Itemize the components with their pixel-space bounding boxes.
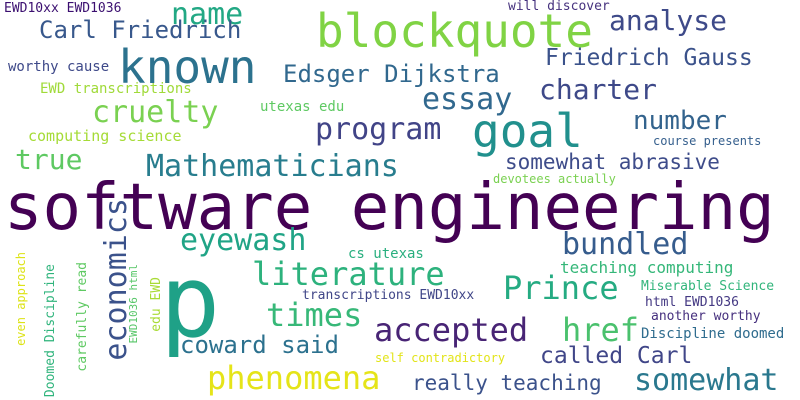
word-miserable-science: Miserable Science — [641, 279, 775, 294]
word-carl-friedrich: Carl Friedrich — [39, 16, 242, 44]
word-literature: literature — [252, 255, 445, 293]
word-eyewash: eyewash — [180, 223, 307, 258]
word-worthy-cause: worthy cause — [8, 59, 110, 75]
word-analyse: analyse — [609, 4, 728, 37]
word-edsger-dijkstra: Edsger Dijkstra — [283, 60, 500, 88]
word-true: true — [15, 143, 83, 176]
word-href: href — [562, 311, 640, 349]
word-cs-utexas: cs utexas — [348, 246, 424, 262]
word-name: name — [171, 0, 244, 32]
word-program: program — [315, 112, 442, 147]
word-coward-said: coward said — [180, 331, 339, 359]
word-really-teaching: really teaching — [412, 371, 602, 395]
word-somewhat-abrasive: somewhat abrasive — [505, 150, 720, 174]
word-even-approach: even approach — [14, 252, 28, 346]
word-somewhat-bottom: somewhat — [634, 363, 779, 398]
word-number: number — [633, 106, 727, 136]
word-teaching-computing: teaching computing — [560, 258, 734, 277]
word-called-carl: called Carl — [540, 343, 693, 369]
word-prince: Prince — [503, 269, 619, 307]
word-accepted: accepted — [374, 311, 529, 349]
word-will-discover: will discover — [508, 0, 610, 14]
word-another-worthy: another worthy — [651, 309, 761, 324]
word-carefully-read: carefully read — [75, 262, 90, 372]
word-phenomena: phenomena — [207, 359, 381, 397]
word-blockquote: blockquote — [316, 4, 593, 58]
word-discipline-doomed: Discipline doomed — [641, 326, 785, 342]
word-mathematicians: Mathematicians — [146, 149, 399, 184]
word-software-engineering: software engineering — [4, 171, 775, 245]
word-bundled: bundled — [562, 227, 689, 262]
word-self-contradictory: self contradictory — [375, 351, 506, 365]
word-charter: charter — [539, 73, 658, 106]
word-devotees-actually: devotees actually — [493, 172, 616, 186]
word-edu-ewd: edu EWD — [149, 277, 164, 332]
word-times: times — [266, 296, 363, 334]
word-html-ewd1036: html EWD1036 — [645, 295, 739, 310]
word-p: p — [160, 243, 221, 360]
word-friedrich-gauss: Friedrich Gauss — [545, 45, 753, 71]
word-ewd10xx-ewd1036: EWD10xx EWD1036 — [4, 1, 122, 16]
word-doomed-discipline: Doomed Discipline — [43, 264, 58, 398]
word-utexas-edu: utexas edu — [260, 99, 345, 115]
word-ewd1036-html: EWD1036 html — [127, 264, 140, 344]
word-cruelty: cruelty — [92, 95, 219, 130]
word-ewd-transcriptions: EWD transcriptions — [40, 81, 192, 97]
word-known: known — [118, 40, 257, 94]
word-essay: essay — [422, 82, 513, 117]
word-goal: goal — [472, 104, 583, 158]
word-computing-science: computing science — [28, 127, 182, 145]
word-transcriptions-ewd10xx: transcriptions EWD10xx — [302, 288, 475, 303]
word-course-presents: course presents — [653, 134, 762, 148]
